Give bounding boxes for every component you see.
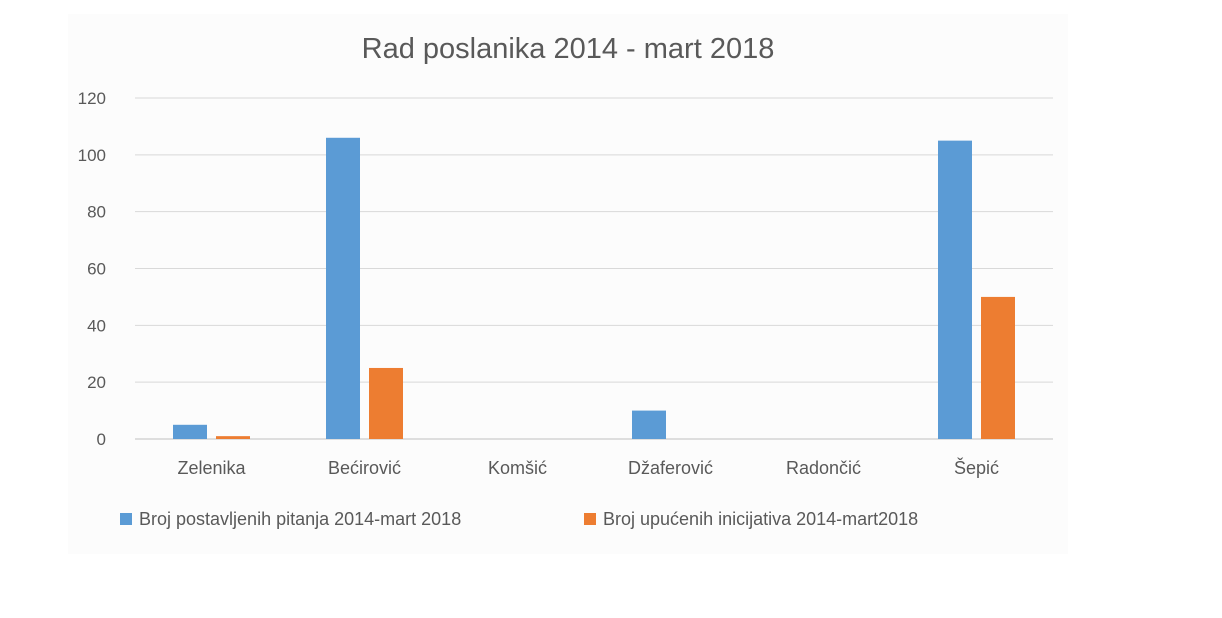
x-tick-label: Džaferović (628, 458, 713, 478)
y-tick-label: 20 (87, 373, 106, 392)
bar-initiatives (369, 367, 403, 439)
bar-questions (326, 137, 360, 440)
bar-initiatives (981, 296, 1015, 439)
legend-swatch (120, 513, 132, 525)
y-tick-label: 40 (87, 316, 106, 335)
legend-swatch (584, 513, 596, 525)
x-tick-label: Radončić (786, 458, 861, 478)
x-axis: Zelenika Bećirović Komšić Džaferović Radonči… (177, 457, 999, 478)
bar-questions (173, 424, 207, 439)
legend-label: Broj upućenih inicijativa 2014-mart2018 (603, 509, 918, 529)
y-axis: 0 20 40 60 80 100 120 (78, 89, 106, 449)
legend-label: Broj postavljenih pitanja 2014-mart 2018 (139, 509, 461, 529)
x-tick-label: Zelenika (177, 458, 246, 478)
grid-lines (135, 97, 1053, 440)
legend: Broj postavljenih pitanja 2014-mart 2018… (120, 509, 918, 529)
x-tick-label: Šepić (954, 457, 999, 478)
y-tick-label: 120 (78, 89, 106, 108)
y-tick-label: 100 (78, 146, 106, 165)
x-tick-label: Komšić (488, 458, 547, 478)
bar-questions (938, 140, 972, 439)
chart-title: Rad poslanika 2014 - mart 2018 (362, 33, 775, 65)
y-tick-label: 0 (97, 430, 106, 449)
x-tick-label: Bećirović (328, 458, 401, 478)
bar-questions (632, 410, 666, 439)
bar-initiatives (216, 436, 250, 439)
bars (173, 137, 1015, 440)
chart-area (68, 14, 1068, 554)
y-tick-label: 60 (87, 260, 106, 279)
y-tick-label: 80 (87, 203, 106, 222)
